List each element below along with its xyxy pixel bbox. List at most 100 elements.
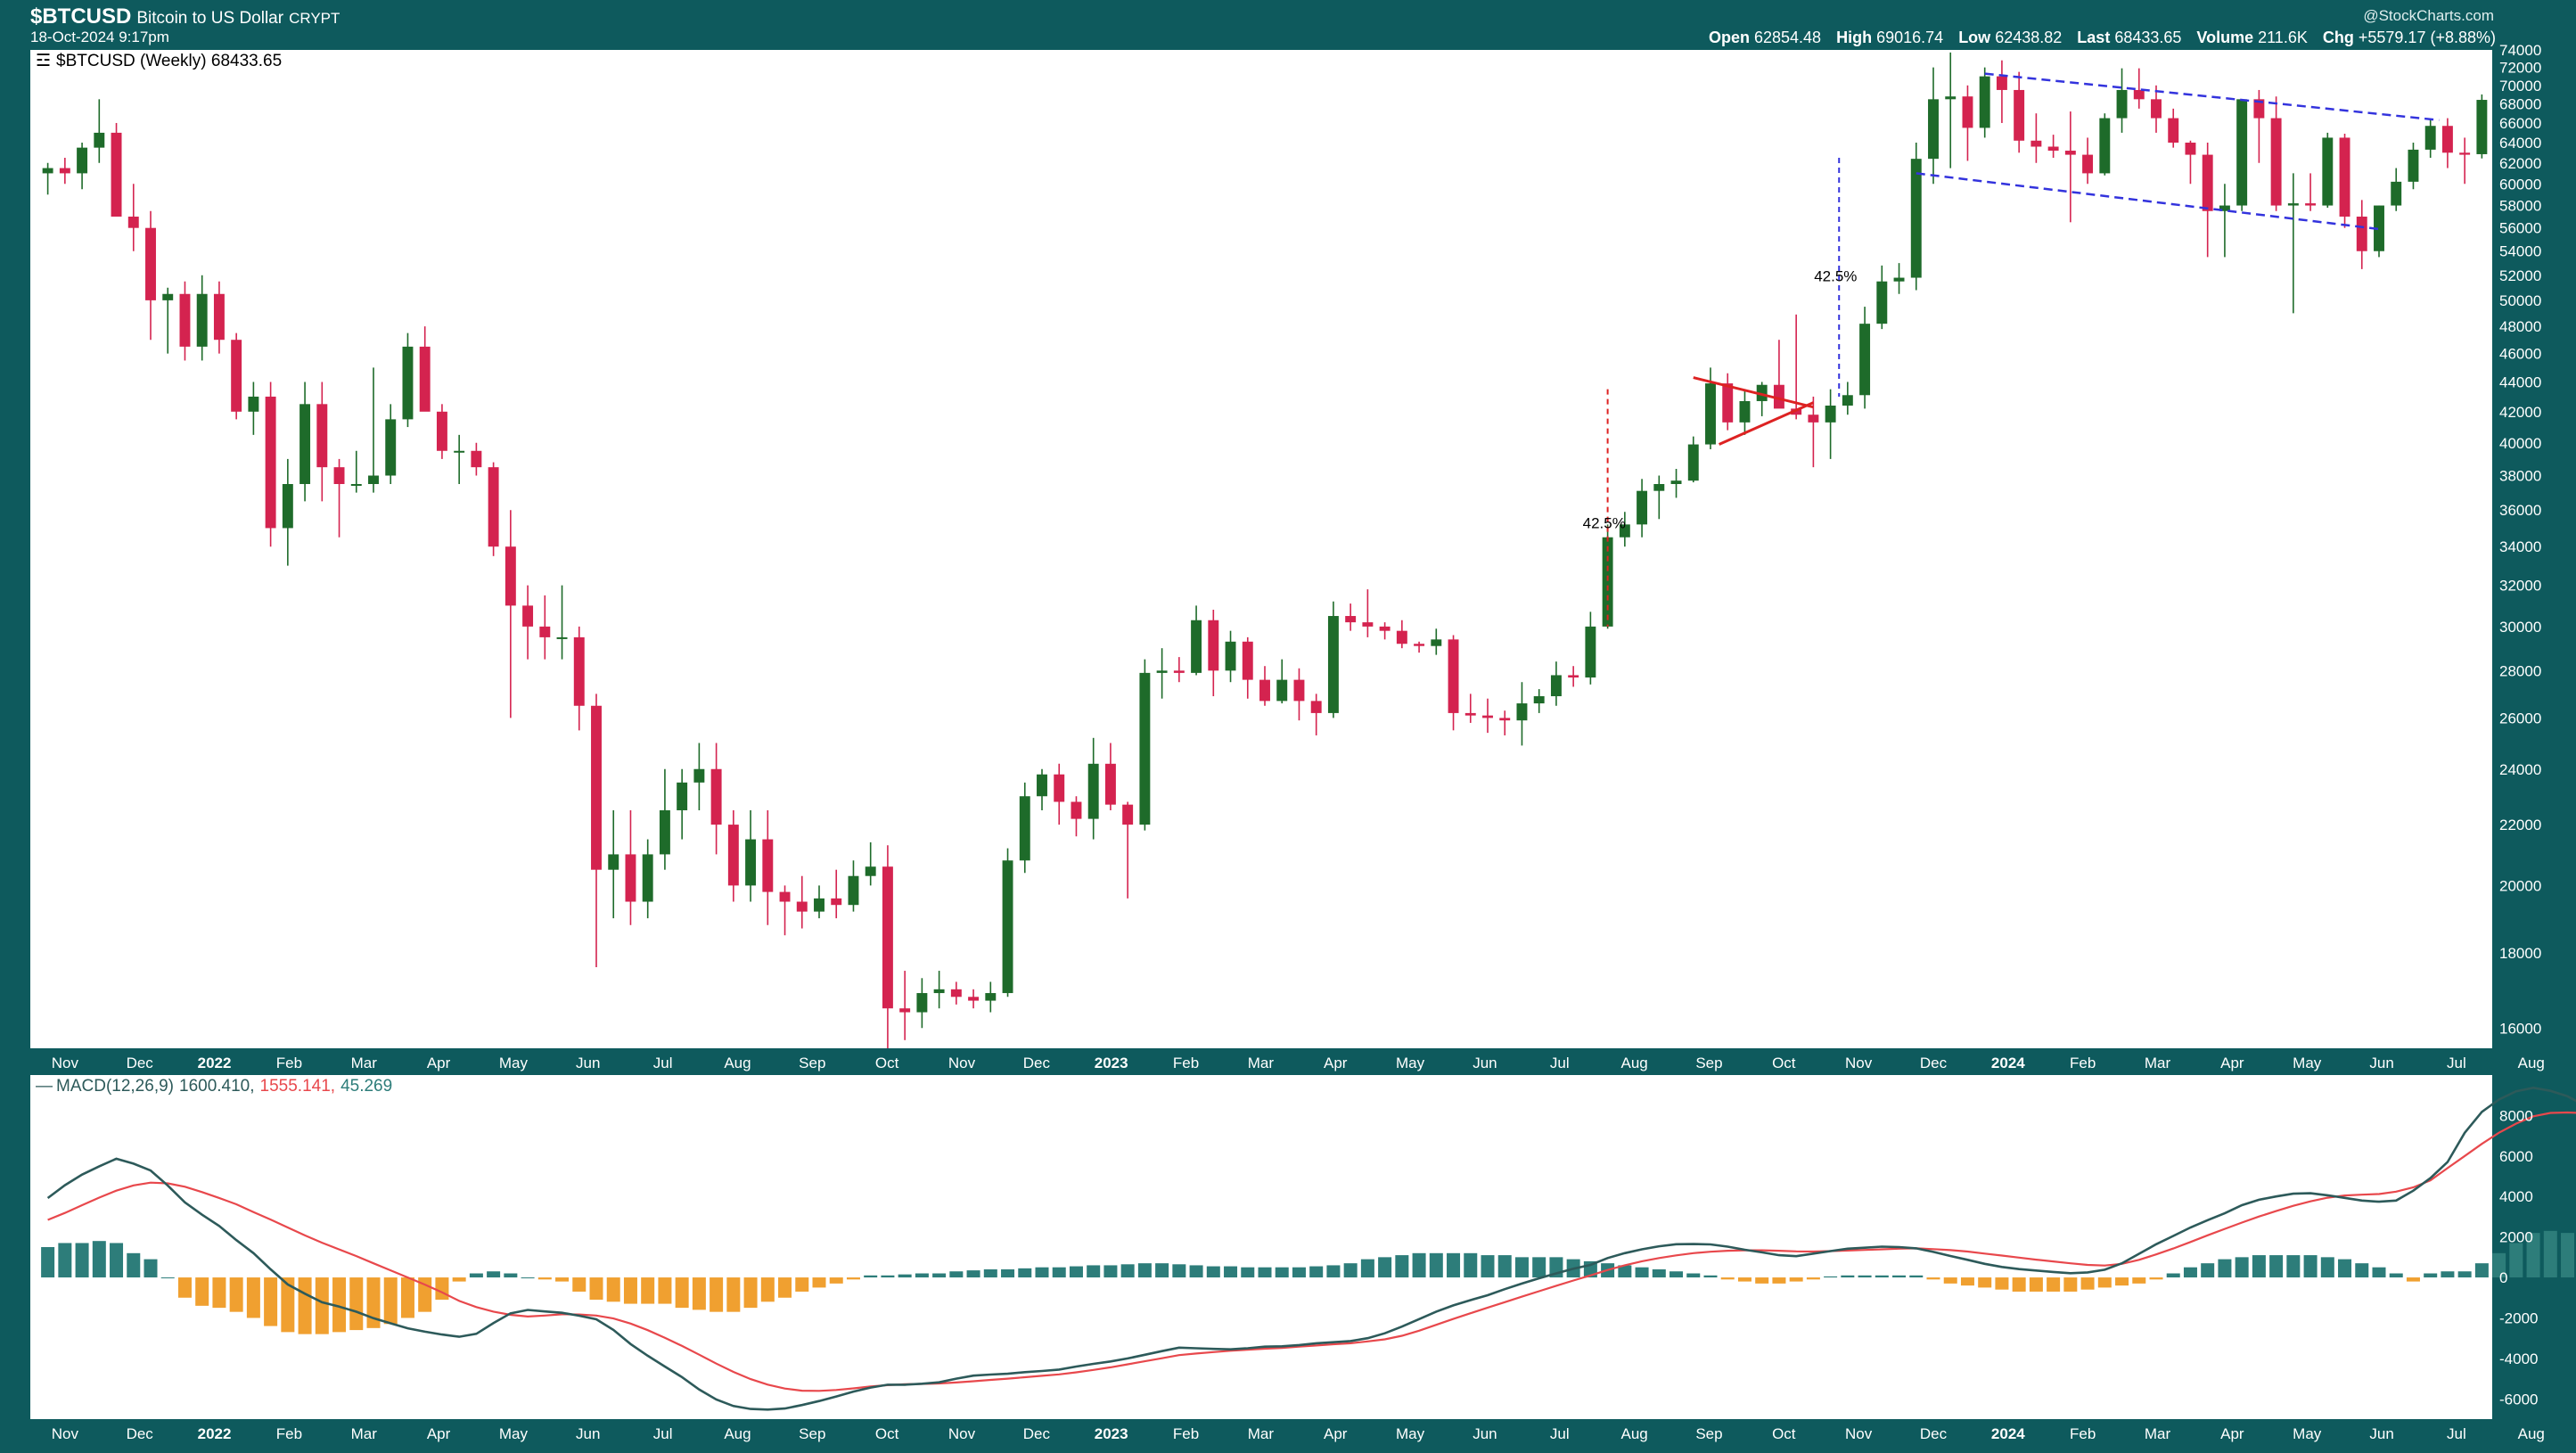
macd-histogram-bar: [1635, 1267, 1649, 1278]
macd-x-tick: Aug: [724, 1425, 751, 1442]
macd-histogram-bar: [1103, 1265, 1118, 1278]
macd-histogram-bar: [555, 1277, 570, 1282]
candle-body: [865, 866, 876, 876]
candle-body: [1087, 763, 1099, 819]
candle-body: [1191, 620, 1202, 673]
macd-histogram-bar: [1292, 1267, 1306, 1278]
price-x-tick: Aug: [1620, 1055, 1647, 1071]
macd-histogram-bar: [2457, 1271, 2472, 1278]
candle-body: [642, 854, 653, 902]
candle-body: [1773, 384, 1784, 409]
macd-histogram-bar: [110, 1243, 124, 1278]
macd-histogram-bar: [760, 1277, 775, 1302]
price-x-tick: Oct: [1772, 1055, 1796, 1071]
candle-body: [1637, 490, 1648, 525]
macd-legend-icon: —: [36, 1077, 53, 1096]
candle-body: [831, 898, 842, 906]
candle-body: [1464, 712, 1476, 716]
candle-body: [368, 475, 379, 485]
macd-histogram-bar: [2406, 1277, 2420, 1282]
candle-body: [1071, 801, 1082, 819]
macd-histogram-bar: [1755, 1277, 1769, 1284]
macd-histogram-bar: [966, 1270, 980, 1278]
candle-body: [248, 396, 259, 412]
price-x-tick: Jul: [2447, 1055, 2466, 1071]
macd-histogram-bar: [1137, 1263, 1152, 1278]
price-y-tick: 36000: [2499, 502, 2541, 519]
macd-histogram-bar: [1447, 1252, 1461, 1278]
macd-histogram-bar: [2492, 1252, 2506, 1278]
quote-summary: Open 62854.48 High 69016.74 Low 62438.82…: [1698, 29, 2496, 47]
candle-body: [1687, 444, 1699, 481]
low-label: Low: [1958, 29, 1991, 46]
price-y-tick: 50000: [2499, 292, 2541, 309]
macd-x-tick: 2022: [198, 1425, 232, 1442]
macd-histogram-bar: [726, 1277, 741, 1312]
macd-x-tick: Jun: [1473, 1425, 1497, 1442]
macd-histogram-bar: [1172, 1264, 1186, 1278]
macd-histogram-bar: [949, 1271, 964, 1278]
macd-x-tick: Mar: [1248, 1425, 1275, 1442]
macd-x-tick: Dec: [127, 1425, 154, 1442]
candle-body: [333, 467, 345, 485]
candle-body: [1002, 860, 1013, 994]
candle-body: [59, 168, 70, 174]
macd-histogram-bar: [1429, 1252, 1443, 1278]
exchange-label: CRYPT: [289, 10, 340, 27]
macd-histogram-bar: [2115, 1277, 2129, 1286]
candle-body: [77, 147, 88, 174]
candle-body: [1499, 718, 1511, 721]
candle-body: [2253, 99, 2265, 119]
macd-histogram-bar: [2303, 1255, 2318, 1278]
candle-body: [2391, 181, 2402, 206]
price-x-tick: May: [2293, 1055, 2322, 1071]
macd-histogram-bar: [2252, 1255, 2266, 1278]
macd-histogram-bar: [2218, 1259, 2232, 1278]
price-x-tick: Sep: [799, 1055, 825, 1071]
macd-histogram-bar: [589, 1277, 603, 1301]
macd-x-tick: May: [499, 1425, 529, 1442]
macd-histogram-bar: [932, 1273, 947, 1278]
open-label: Open: [1708, 29, 1750, 46]
candle-body: [556, 636, 568, 639]
candle-body: [1104, 763, 1116, 805]
chg-label: Chg: [2322, 29, 2354, 46]
price-x-tick: Aug: [2518, 1055, 2545, 1071]
macd-histogram-bar: [41, 1247, 55, 1278]
candle-body: [1533, 696, 1545, 704]
candle-body: [2374, 205, 2384, 251]
candle-body: [2151, 99, 2162, 119]
macd-histogram-bar: [452, 1277, 466, 1282]
candle-body: [282, 484, 293, 529]
candle-body: [1019, 796, 1030, 861]
macd-histogram-bar: [915, 1273, 929, 1278]
macd-histogram-bar: [1326, 1265, 1341, 1278]
candle-body: [573, 636, 585, 706]
candle-body: [968, 997, 980, 1001]
macd-legend: — MACD(12,26,9) 1600.410, 1555.141, 45.269: [36, 1077, 392, 1096]
macd-x-tick: Oct: [875, 1425, 899, 1442]
candle-body: [454, 450, 465, 453]
macd-histogram-bar: [1412, 1252, 1426, 1278]
price-y-tick: 52000: [2499, 267, 2541, 284]
candle-body: [505, 546, 516, 606]
price-y-tick: 16000: [2499, 1020, 2541, 1037]
macd-x-tick: Jul: [653, 1425, 673, 1442]
candle-body: [625, 854, 636, 902]
candle-body: [299, 404, 311, 485]
candle-body: [1825, 406, 1836, 423]
price-y-tick: 26000: [2499, 710, 2541, 726]
price-x-tick: Dec: [1023, 1055, 1051, 1071]
macd-x-tick: Jun: [2369, 1425, 2393, 1442]
price-x-tick: Dec: [1920, 1055, 1948, 1071]
macd-histogram-bar: [2183, 1267, 2197, 1278]
price-y-tick: 22000: [2499, 817, 2541, 833]
macd-histogram-bar: [521, 1277, 535, 1279]
price-y-tick: 18000: [2499, 945, 2541, 962]
macd-histogram-bar: [504, 1273, 518, 1278]
macd-histogram-bar: [400, 1277, 414, 1318]
price-x-tick: 2022: [198, 1055, 232, 1071]
price-plot-bg: [30, 50, 2492, 1048]
candle-body: [1962, 96, 1973, 128]
macd-histogram-bar: [983, 1268, 997, 1278]
